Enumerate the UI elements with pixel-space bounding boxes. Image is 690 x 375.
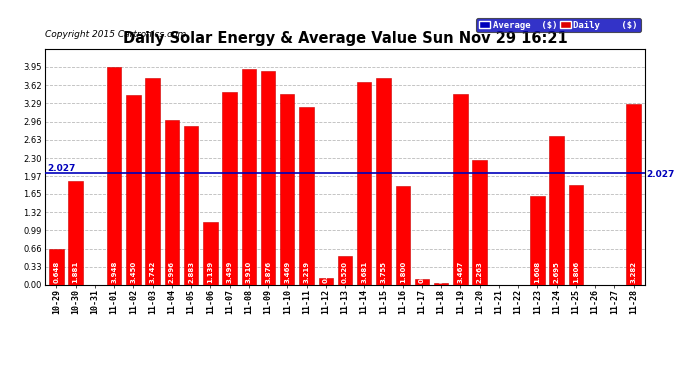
Bar <box>549 136 564 285</box>
Text: 1.881: 1.881 <box>72 261 79 284</box>
Bar <box>319 278 333 285</box>
Text: 0.648: 0.648 <box>53 261 59 284</box>
Text: 3.742: 3.742 <box>150 261 156 284</box>
Bar <box>473 160 487 285</box>
Text: 2.695: 2.695 <box>553 261 560 284</box>
Legend: Average  ($), Daily    ($): Average ($), Daily ($) <box>476 18 640 32</box>
Text: 3.755: 3.755 <box>380 261 386 284</box>
Bar <box>68 181 83 285</box>
Text: 2.996: 2.996 <box>169 261 175 284</box>
Bar <box>146 78 160 285</box>
Text: 3.467: 3.467 <box>457 261 464 284</box>
Bar <box>241 69 256 285</box>
Bar <box>627 104 641 285</box>
Text: 1.139: 1.139 <box>207 261 213 284</box>
Text: 0.000: 0.000 <box>92 261 98 284</box>
Text: 0.000: 0.000 <box>496 261 502 284</box>
Text: 1.806: 1.806 <box>573 261 579 284</box>
Text: 0.000: 0.000 <box>515 261 521 284</box>
Bar <box>434 282 448 285</box>
Text: 3.450: 3.450 <box>130 261 137 284</box>
Bar <box>222 92 237 285</box>
Bar <box>569 185 583 285</box>
Text: 2.883: 2.883 <box>188 261 194 284</box>
Text: 3.282: 3.282 <box>631 261 637 284</box>
Bar <box>453 94 468 285</box>
Text: 2.027: 2.027 <box>47 164 75 173</box>
Title: Daily Solar Energy & Average Value Sun Nov 29 16:21: Daily Solar Energy & Average Value Sun N… <box>123 31 567 46</box>
Bar <box>184 126 198 285</box>
Bar <box>261 71 275 285</box>
Bar <box>49 249 63 285</box>
Bar <box>530 196 544 285</box>
Text: 0.000: 0.000 <box>592 261 598 284</box>
Text: 0.520: 0.520 <box>342 261 348 284</box>
Text: 3.876: 3.876 <box>265 261 271 284</box>
Text: 3.948: 3.948 <box>111 261 117 284</box>
Text: 2.263: 2.263 <box>477 261 483 284</box>
Text: Copyright 2015 Cartronics.com: Copyright 2015 Cartronics.com <box>45 30 186 39</box>
Text: 3.910: 3.910 <box>246 261 252 284</box>
Bar <box>338 256 352 285</box>
Bar <box>280 93 295 285</box>
Text: 3.469: 3.469 <box>284 261 290 284</box>
Bar <box>165 120 179 285</box>
Bar <box>415 279 429 285</box>
Text: 0.000: 0.000 <box>611 261 618 284</box>
Text: 3.219: 3.219 <box>304 261 310 284</box>
Text: 0.101: 0.101 <box>419 261 425 284</box>
Bar <box>357 82 371 285</box>
Bar <box>126 94 141 285</box>
Text: 3.681: 3.681 <box>362 261 367 284</box>
Text: 1.608: 1.608 <box>534 261 540 284</box>
Bar <box>107 67 121 285</box>
Bar <box>299 107 314 285</box>
Bar <box>395 186 410 285</box>
Text: 0.045: 0.045 <box>438 261 444 284</box>
Bar <box>203 222 217 285</box>
Text: 3.499: 3.499 <box>226 261 233 284</box>
Text: 1.800: 1.800 <box>400 261 406 284</box>
Bar <box>376 78 391 285</box>
Text: 0.120: 0.120 <box>323 261 328 284</box>
